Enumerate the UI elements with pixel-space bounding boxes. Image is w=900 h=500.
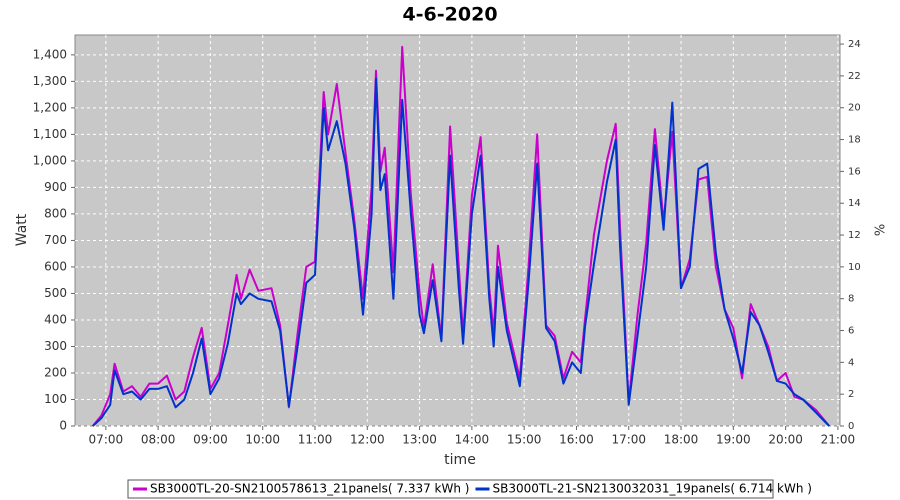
y-tick-label: 0 [59, 419, 67, 433]
y2-tick-label: 18 [848, 135, 861, 146]
x-tick-label: 09:00 [193, 433, 228, 447]
y-tick-label: 1,400 [33, 47, 67, 61]
legend-label: SB3000TL-21-SN2130032031_19panels( 6.714… [492, 482, 811, 496]
x-tick-label: 16:00 [559, 433, 594, 447]
y-tick-label: 800 [44, 206, 67, 220]
chart-title: 4-6-2020 [402, 4, 497, 26]
y-tick-label: 300 [44, 339, 67, 353]
y2-axis-label: % [874, 224, 889, 236]
y-tick-label: 500 [44, 286, 67, 300]
y-tick-label: 1,100 [33, 127, 67, 141]
y2-tick-label: 12 [848, 230, 861, 241]
y-tick-label: 1,200 [33, 100, 67, 114]
x-axis-label: time [444, 452, 476, 468]
x-tick-label: 13:00 [402, 433, 437, 447]
x-tick-label: 07:00 [89, 433, 124, 447]
y-tick-label: 200 [44, 365, 67, 379]
legend-label: SB3000TL-20-SN2100578613_21panels( 7.337… [150, 482, 469, 496]
x-tick-label: 15:00 [507, 433, 542, 447]
x-tick-label: 21:00 [821, 433, 856, 447]
x-tick-label: 19:00 [716, 433, 751, 447]
y2-tick-label: 4 [848, 357, 854, 368]
y2-tick-label: 14 [848, 198, 861, 209]
y2-tick-label: 0 [848, 421, 854, 432]
y2-tick-label: 24 [848, 39, 861, 50]
x-tick-label: 12:00 [350, 433, 385, 447]
legend [127, 479, 774, 499]
y2-tick-label: 8 [848, 294, 854, 305]
x-tick-label: 17:00 [611, 433, 646, 447]
y-tick-label: 1,300 [33, 74, 67, 88]
x-tick-label: 20:00 [768, 433, 803, 447]
x-tick-label: 11:00 [298, 433, 333, 447]
x-tick-label: 08:00 [141, 433, 176, 447]
y2-tick-label: 20 [848, 103, 861, 114]
y-tick-label: 100 [44, 392, 67, 406]
y-tick-label: 700 [44, 233, 67, 247]
y-tick-label: 1,000 [33, 153, 67, 167]
y-tick-label: 400 [44, 312, 67, 326]
y2-tick-label: 16 [848, 166, 861, 177]
series-line [92, 77, 830, 427]
x-tick-label: 18:00 [664, 433, 699, 447]
x-tick-label: 10:00 [245, 433, 280, 447]
y-axis-label: Watt [14, 213, 30, 246]
y-tick-label: 600 [44, 259, 67, 273]
y-tick-label: 900 [44, 180, 67, 194]
x-tick-label: 14:00 [455, 433, 490, 447]
plot [75, 35, 840, 427]
y2-tick-label: 10 [848, 262, 861, 273]
y2-tick-label: 6 [848, 326, 854, 337]
y2-tick-label: 22 [848, 71, 861, 82]
y2-tick-label: 2 [848, 389, 854, 400]
